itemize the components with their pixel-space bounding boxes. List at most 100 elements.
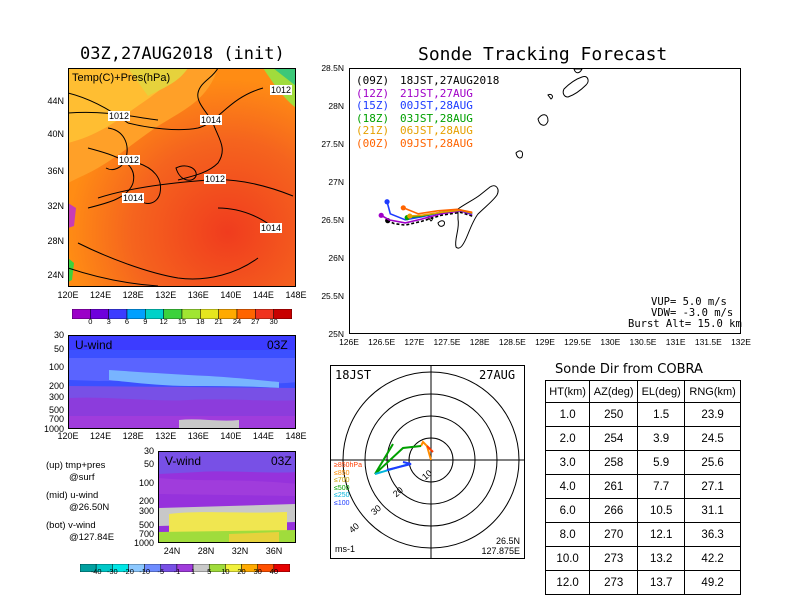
wind-colorbar-label: 5 — [207, 567, 212, 576]
note-line: (bot) v-wind — [46, 520, 96, 531]
legend-entry: (09Z) 18JST,27AUG2018 — [356, 74, 500, 88]
hodograph-units: ms-1 — [335, 544, 355, 554]
table-cell: 273 — [589, 570, 639, 595]
table-cell: 258 — [589, 450, 639, 475]
v-pressure-tick: 50 — [143, 459, 154, 470]
table-cell: 261 — [589, 474, 639, 499]
table-row: 3.0 258 5.9 25.6 — [544, 450, 741, 475]
table-cell: 12.1 — [637, 522, 686, 547]
track-x-tick: 127.5E — [433, 337, 461, 347]
track-endpoint — [400, 205, 406, 211]
table-cell: 250 — [589, 402, 639, 427]
map-lat-ticks: 44N 40N 36N 32N 28N 24N — [44, 68, 66, 287]
temperature-colorbar-labels: 0 3 6 9 12 15 18 21 24 27 30 — [72, 317, 292, 327]
temperature-map: Temp(C)+Pres(hPa) 1012 1012 1014 1012 10… — [68, 68, 296, 287]
track-y-tick: 28N — [328, 101, 344, 111]
track-series-line — [403, 207, 473, 215]
u-wind-pressure-ticks: 30 50 100 200 300 500 700 1000 — [30, 330, 66, 434]
track-plot — [378, 69, 589, 249]
track-endpoint — [407, 213, 413, 219]
u-lon-tick: 136E — [187, 431, 209, 441]
wind-colorbar-label: -1 — [173, 567, 181, 576]
table-header: EL(deg) — [637, 380, 686, 403]
map-lat-tick: 32N — [47, 201, 64, 211]
table-cell: 10.0 — [544, 546, 591, 571]
table-cell: 1.0 — [544, 402, 591, 427]
track-y-tick: 26N — [328, 253, 344, 263]
v-pressure-tick: 200 — [138, 495, 154, 506]
note-line: (up) tmp+pres — [46, 460, 106, 471]
v-wind-lat-ticks: 24N 28N 32N 36N — [158, 546, 296, 558]
temperature-colorbar — [71, 306, 293, 320]
map-frame — [68, 68, 296, 287]
legend-entry: (21Z) 06JST,28AUG — [356, 124, 499, 138]
legend-entry: (12Z) 21JST,27AUG — [356, 86, 499, 101]
note-line: (mid) u-wind — [46, 490, 99, 501]
u-pressure-tick: 700 — [48, 414, 64, 425]
hodograph-level: ≤250 — [334, 492, 350, 499]
temp-colorbar-label: 27 — [251, 317, 260, 326]
wind-colorbar — [79, 559, 291, 573]
legend-entry: (18Z) 03JST,28AUG — [356, 112, 499, 126]
v-pressure-tick: 100 — [138, 477, 154, 488]
wind-colorbar-label: 20 — [237, 567, 246, 576]
map-lon-tick: 124E — [90, 290, 112, 300]
track-params: VUP= 5.0 m/s VDW= -3.0 m/s Burst Alt= 15… — [628, 297, 742, 330]
legend-entry: (00Z) 09JST,28AUG — [356, 137, 499, 151]
burst-alt-param: Burst Alt= 15.0 km — [628, 318, 742, 330]
u-pressure-tick: 1000 — [43, 424, 64, 434]
map-field-label: Temp(C)+Pres(hPa) — [72, 72, 171, 84]
u-lon-tick: 128E — [122, 431, 144, 441]
wind-colorbar-label: -30 — [106, 567, 118, 576]
map-lat-tick: 40N — [47, 129, 64, 139]
legend-entry: (15Z) 00JST,28AUG — [356, 99, 499, 113]
track-x-tick: 129.5E — [564, 337, 592, 347]
track-x-tick: 126E — [339, 337, 359, 347]
track-x-ticks: 126E 126.5E 127E 127.5E 128E 128.5E 129E 129.5E… — [339, 337, 751, 349]
table-cell: 42.2 — [684, 546, 741, 571]
wind-colorbar-label: 1 — [190, 567, 196, 576]
v-wind-pressure-ticks: 30 50 100 200 300 500 700 1000 — [120, 446, 156, 548]
table-row: 1.0 250 1.5 23.9 — [544, 402, 741, 427]
u-wind-label: U-wind — [75, 338, 113, 352]
cobra-table: HT(km) AZ(deg) EL(deg) RNG(km) 1.0 250 1.5 23.… — [544, 380, 741, 595]
vdw-param: VDW= -3.0 m/s — [651, 307, 734, 319]
left-map-title: 03Z,27AUG2018 (init) — [80, 44, 285, 64]
table-cell: 2.0 — [544, 426, 591, 451]
wind-colorbar-label: -10 — [139, 567, 151, 576]
v-lat-tick: 28N — [197, 546, 215, 556]
legend-text: 18JST,27AUG2018 — [400, 74, 500, 87]
track-y-tick: 26.5N — [321, 215, 344, 225]
legend-tag: (12Z) — [356, 86, 390, 100]
v-pressure-tick: 30 — [143, 446, 154, 456]
table-cell: 13.2 — [637, 546, 686, 571]
table-cell: 7.7 — [637, 474, 686, 499]
hodograph-time: 18JST — [335, 368, 372, 382]
table-cell: 4.0 — [544, 474, 591, 499]
table-row: 8.0 270 12.1 36.3 — [544, 522, 741, 547]
hodograph-level-legend: ≥850hPa ≤850 ≤700 ≤500 ≤250 ≤100 — [334, 462, 362, 507]
table-cell: 5.9 — [637, 450, 686, 475]
v-wind-panel: V-wind 03Z — [158, 451, 296, 543]
legend-tag: (21Z) — [356, 124, 390, 137]
u-pressure-tick: 300 — [48, 391, 64, 402]
note-line: @127.84E — [69, 532, 115, 543]
hodograph-level: ≤700 — [334, 477, 350, 484]
temp-colorbar-label: 21 — [214, 317, 223, 326]
hodograph-level: ≤850 — [334, 469, 350, 477]
u-lon-tick: 148E — [285, 431, 307, 441]
track-y-tick: 25.5N — [321, 291, 344, 301]
v-pressure-tick: 700 — [138, 528, 154, 539]
u-pressure-tick: 500 — [48, 405, 64, 416]
legend-text: 00JST,28AUG — [400, 99, 473, 112]
contour-label: 1014 — [200, 115, 223, 125]
panel-notes: (up) tmp+pres @surf (mid) u-wind @26.50N… — [46, 460, 114, 544]
wind-colorbar-label: 30 — [253, 567, 262, 576]
track-y-ticks: 28.5N 28N 27.5N 27N 26.5N 26N 25.5N 25N — [300, 63, 346, 339]
temp-colorbar-swatches — [71, 308, 293, 320]
vup-param: VUP= 5.0 m/s — [651, 296, 727, 308]
map-lon-tick: 120E — [57, 290, 79, 300]
contour-label: 1012 — [108, 111, 131, 121]
temp-colorbar-label: 9 — [143, 317, 148, 326]
track-y-tick: 28.5N — [321, 63, 344, 73]
